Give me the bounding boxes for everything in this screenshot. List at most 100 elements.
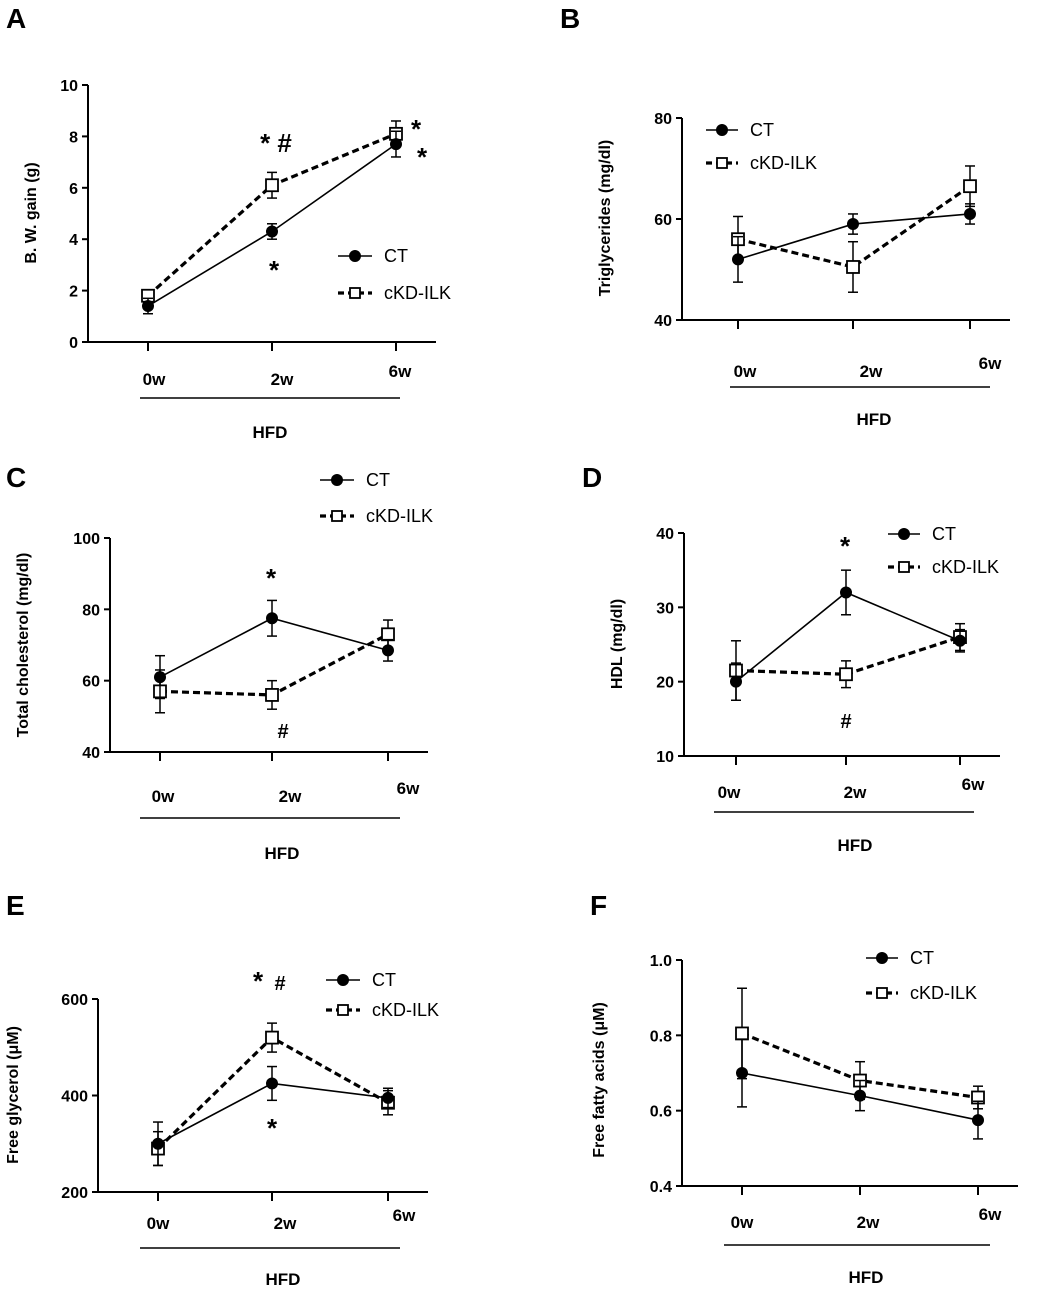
data-point [839, 667, 853, 682]
y-tick-label: 80 [82, 602, 100, 619]
data-point [265, 688, 279, 702]
legend: CT cKD-ILK [320, 470, 433, 526]
legend-marker [337, 974, 349, 986]
legend-label: CT [366, 470, 390, 490]
significance-marker: * [411, 114, 422, 144]
y-tick-label: 60 [82, 674, 100, 691]
legend-marker [716, 124, 728, 136]
legend-marker [898, 528, 910, 540]
x-tick-label: 0w [734, 362, 757, 381]
y-tick-label: 10 [60, 78, 78, 95]
panel-c: C 40 60 80 100 0w 2w 6w HFD Total cholesterol (mg… [6, 462, 433, 863]
data-point [142, 300, 154, 313]
y-tick-label: 80 [654, 111, 672, 128]
legend-marker [876, 987, 888, 999]
significance-marker: * [840, 531, 851, 561]
data-point [972, 1114, 984, 1127]
x-tick-label: 6w [962, 775, 985, 794]
legend-marker [337, 1004, 349, 1016]
series-ckd-ilk [729, 622, 967, 701]
legend-label: cKD-ILK [932, 557, 999, 577]
panel-letter: D [582, 462, 602, 493]
group-label: HFD [266, 1270, 301, 1289]
panel-e: E 200 400 600 0w 2w 6w HFD Free glycerol (μM) CT c… [5, 890, 439, 1289]
y-tick-label: 0.6 [650, 1104, 672, 1121]
significance-marker: * [269, 255, 280, 285]
x-tick-label: 0w [152, 787, 175, 806]
legend: CT cKD-ILK [326, 970, 439, 1020]
legend-label: CT [910, 948, 934, 968]
y-tick-label: 10 [656, 749, 674, 766]
x-tick-label: 2w [860, 362, 883, 381]
data-point [730, 675, 742, 688]
group-label: HFD [253, 423, 288, 442]
data-point [735, 1026, 749, 1041]
y-tick-label: 6 [69, 181, 78, 198]
y-tick-label: 4 [69, 232, 78, 249]
significance-marker: * [253, 966, 264, 996]
data-point [266, 225, 278, 238]
y-tick-label: 100 [73, 531, 100, 548]
series-line [159, 617, 389, 678]
x-tick-label: 6w [979, 1205, 1002, 1224]
x-tick-label: 2w [271, 370, 294, 389]
y-tick-label: 2 [69, 284, 78, 301]
series-ckd-ilk [731, 165, 977, 293]
legend-label: CT [372, 970, 396, 990]
legend-label: cKD-ILK [750, 153, 817, 173]
data-point [736, 1067, 748, 1079]
group-label: HFD [857, 410, 892, 429]
data-point [382, 1091, 394, 1104]
y-tick-label: 1.0 [650, 953, 672, 970]
data-point [964, 207, 976, 220]
legend-label: CT [932, 524, 956, 544]
data-point [381, 627, 395, 642]
legend: CT cKD-ILK [866, 948, 977, 1003]
group-label: HFD [849, 1268, 884, 1287]
group-label: HFD [838, 836, 873, 855]
y-axis-label: HDL (mg/dl) [609, 599, 626, 689]
x-tick-label: 0w [147, 1214, 170, 1233]
data-point [846, 260, 860, 274]
data-point [382, 644, 394, 657]
y-tick-label: 20 [656, 675, 674, 692]
panel-a: A 0 2 4 6 8 10 0w 2w 6w HFD B. W. gain (g) CT cKD-ILK… [6, 3, 451, 442]
panel-letter: B [560, 3, 580, 34]
x-tick-label: 2w [274, 1214, 297, 1233]
data-point [390, 138, 402, 151]
series-line [159, 632, 389, 697]
series-ct [730, 569, 966, 701]
data-point [954, 634, 966, 647]
series-ct [152, 1065, 394, 1167]
data-point [266, 612, 278, 625]
x-tick-label: 6w [397, 779, 420, 798]
y-axis-label: Total cholesterol (mg/dl) [15, 553, 32, 738]
y-tick-label: 40 [82, 745, 100, 762]
data-point [963, 179, 977, 194]
data-point [152, 1137, 164, 1150]
legend-marker [331, 474, 343, 486]
panel-f: F 0.4 0.6 0.8 1.0 0w 2w 6w HFD Free fatty acids (… [590, 890, 1018, 1287]
panel-letter: E [6, 890, 25, 921]
y-axis-label: B. W. gain (g) [23, 162, 40, 263]
y-tick-label: 0.4 [650, 1179, 672, 1196]
data-point [265, 1030, 279, 1045]
significance-marker: * [267, 1113, 278, 1143]
legend-label: CT [384, 246, 408, 266]
y-tick-label: 40 [656, 526, 674, 543]
x-tick-label: 0w [718, 783, 741, 802]
legend-marker [876, 952, 888, 964]
x-tick-label: 6w [389, 362, 412, 381]
y-tick-label: 200 [61, 1185, 88, 1202]
legend-label: cKD-ILK [372, 1000, 439, 1020]
series-ct [732, 203, 976, 283]
x-tick-label: 6w [979, 354, 1002, 373]
panel-letter: A [6, 3, 26, 34]
significance-marker: # [840, 711, 851, 733]
significance-marker: * [266, 563, 277, 593]
legend-label: cKD-ILK [910, 983, 977, 1003]
x-tick-label: 6w [393, 1206, 416, 1225]
significance-marker: * # [260, 128, 292, 158]
legend-marker [898, 561, 910, 573]
